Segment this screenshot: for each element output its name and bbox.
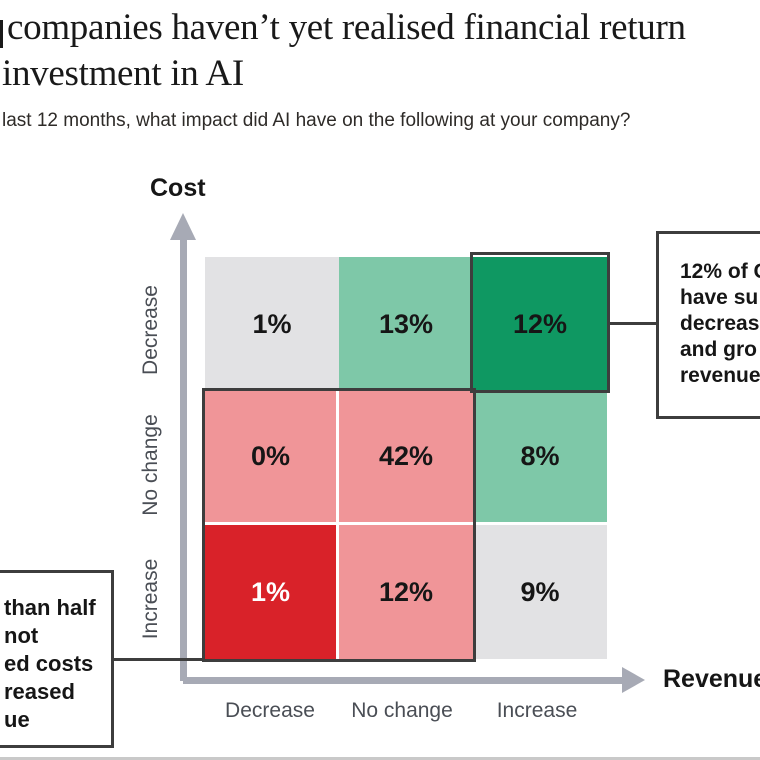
callout-connector-left: [112, 658, 203, 661]
chart-title-line-1: companies haven’t yet realised financial…: [7, 7, 686, 48]
callout-left-line-4: reased: [4, 679, 75, 704]
y-axis-line: [180, 238, 187, 681]
callout-right-line-4: and gro: [680, 338, 757, 361]
cell-cost-no-change-rev-decrease: 0%: [205, 391, 339, 525]
callout-text-left: than half not ed costs reased ue: [4, 594, 111, 734]
callout-left-line-2: not: [4, 623, 39, 648]
callout-connector-right: [610, 322, 656, 325]
highlight-outline-red-block: [202, 388, 476, 662]
x-axis-title: Revenue: [663, 665, 760, 693]
callout-right-line-3: decreas: [680, 312, 760, 335]
callout-right-line-1: 12% of C: [680, 260, 760, 283]
x-axis-tick-increase: Increase: [496, 699, 578, 722]
highlight-outline-top-right-cell: [470, 252, 610, 393]
callout-left-line-1: than half: [4, 595, 96, 620]
heatmap-matrix: 1% 13% 12% 0% 42% 8% 1% 12% 9%: [205, 257, 607, 659]
callout-box-right: 12% of C have su decreas and gro revenue: [656, 231, 760, 419]
cell-cost-increase-rev-decrease: 1%: [205, 525, 339, 659]
cut-letter-fragment: [0, 20, 3, 48]
chart-title-line-2: investment in AI: [2, 53, 244, 94]
x-axis-tick-no-change: No change: [351, 699, 453, 722]
cell-cost-decrease-rev-no-change: 13%: [339, 257, 473, 391]
cell-cost-no-change-rev-increase: 8%: [473, 391, 607, 525]
y-axis-tick-decrease: Decrease: [139, 285, 162, 375]
cell-cost-decrease-rev-increase: 12%: [473, 257, 607, 391]
cell-cost-no-change-rev-no-change: 42%: [339, 391, 473, 525]
callout-left-line-5: ue: [4, 707, 30, 732]
y-axis-title: Cost: [150, 174, 206, 202]
y-axis-arrowhead-icon: [170, 213, 196, 240]
cell-cost-increase-rev-no-change: 12%: [339, 525, 473, 659]
x-axis-tick-decrease: Decrease: [225, 699, 315, 722]
cell-cost-increase-rev-increase: 9%: [473, 525, 607, 659]
callout-right-line-5: revenue: [680, 364, 760, 387]
x-axis-arrowhead-icon: [622, 667, 645, 693]
callout-left-line-3: ed costs: [4, 651, 94, 676]
callout-right-line-2: have su: [680, 286, 759, 309]
cell-cost-decrease-rev-decrease: 1%: [205, 257, 339, 391]
x-axis-line: [183, 677, 623, 684]
bottom-edge-divider: [0, 757, 760, 760]
callout-box-left: than half not ed costs reased ue: [0, 570, 114, 748]
chart-subtitle-question: last 12 months, what impact did AI have …: [2, 110, 631, 131]
callout-text-right: 12% of C have su decreas and gro revenue: [680, 259, 760, 389]
